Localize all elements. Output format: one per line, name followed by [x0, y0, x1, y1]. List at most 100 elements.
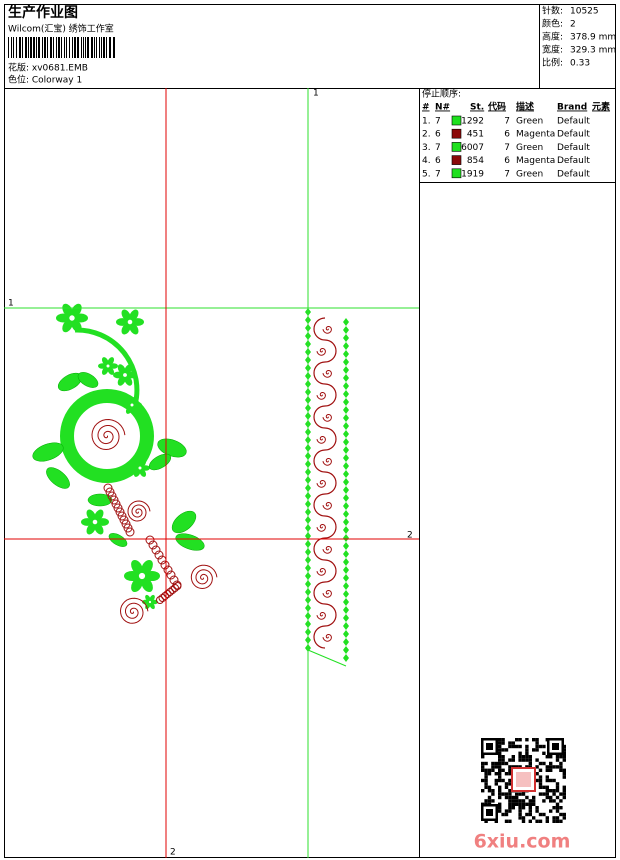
qr-module [555, 758, 560, 762]
qr-module [521, 806, 526, 810]
embroidery-design [32, 303, 349, 667]
bead [343, 550, 349, 558]
qr-module [545, 792, 549, 796]
stat-label: 针数: [542, 5, 563, 17]
barcode-bar [30, 37, 32, 58]
qr-module [535, 738, 539, 742]
loop [154, 550, 164, 560]
column-header: # [422, 103, 430, 113]
qr-module [535, 778, 539, 783]
needle: 7 [435, 117, 441, 127]
stats: 针数: 10525 颜色: 2 高度: 378.9 mm 宽度: 329.3 mm 比例: 0.3… [542, 5, 616, 69]
barcode-bar [77, 37, 79, 58]
qr-module [542, 785, 546, 789]
qr-module [515, 765, 519, 769]
qr-module [487, 772, 492, 776]
qr-module [515, 802, 519, 806]
qr-module [518, 802, 522, 806]
qr-module [491, 789, 495, 793]
description: Magenta [516, 130, 555, 140]
petal [139, 468, 147, 477]
loop [163, 590, 172, 598]
qr-module [535, 741, 539, 745]
bead [343, 606, 349, 614]
qr-module [521, 799, 526, 803]
qr-module [555, 816, 560, 820]
bead [343, 566, 349, 574]
qr-module [521, 816, 526, 820]
qr-module [559, 768, 563, 772]
sheet-title: 生产作业图 [8, 4, 78, 21]
bead [343, 358, 349, 366]
qr-module [518, 812, 522, 817]
qr-module [559, 812, 563, 817]
barcode-bar [66, 37, 67, 58]
barcode-bar [28, 37, 29, 58]
qr-module [508, 778, 512, 783]
brand: Default [557, 156, 590, 166]
qr-module [515, 799, 519, 803]
qr-module [511, 795, 515, 800]
qr-module [494, 782, 498, 786]
petal [133, 459, 141, 468]
qr-module [498, 789, 502, 793]
qr-module [508, 768, 512, 772]
description: Green [516, 143, 543, 153]
qr-module [498, 785, 502, 789]
qr-module [508, 744, 512, 749]
petal [94, 509, 104, 522]
barcode-bar [22, 37, 23, 58]
qr-module [525, 751, 529, 755]
bead [343, 502, 349, 510]
bead [343, 478, 349, 486]
spiral [322, 458, 332, 466]
qr-module [552, 765, 556, 769]
bead [343, 470, 349, 478]
bead-end [307, 649, 347, 667]
qr-module [532, 816, 536, 820]
design-file: 花版: xv0681.EMB [8, 62, 88, 74]
qr-module [559, 819, 563, 823]
bead [343, 318, 349, 326]
column-header: 元素 [592, 101, 610, 113]
qr-module [504, 748, 509, 752]
qr-module [521, 792, 526, 796]
qr-module [555, 755, 560, 759]
spiral [316, 568, 326, 576]
qr-module [545, 765, 549, 769]
qr-module [498, 792, 502, 796]
spiral [322, 634, 332, 642]
qr-module [498, 751, 502, 755]
qr-module [542, 792, 546, 796]
qr-module [549, 789, 553, 793]
qr-module [504, 792, 509, 796]
bead [343, 518, 349, 526]
barcode-bar [36, 37, 37, 58]
barcode-bar [74, 37, 76, 58]
qr-module [525, 765, 529, 769]
barcode-bar [113, 37, 115, 58]
petal [124, 375, 133, 386]
column-header: St. [470, 103, 484, 113]
qr-module [542, 761, 546, 766]
qr-module [491, 768, 495, 772]
code: 7 [504, 169, 510, 179]
qr-module [535, 809, 539, 813]
qr-module [528, 806, 532, 810]
stitches: 854 [467, 156, 484, 166]
bead [343, 454, 349, 462]
loop [169, 575, 179, 585]
spiral [127, 500, 151, 522]
petal [125, 396, 133, 405]
qr-module [504, 772, 509, 776]
qr-module [535, 744, 539, 749]
qr-module [552, 816, 556, 820]
bead [343, 646, 349, 654]
qr-module [504, 809, 509, 813]
qr-module [555, 765, 560, 769]
qr-module [532, 802, 536, 806]
barcode-bar [61, 37, 62, 58]
qr-module [484, 761, 488, 766]
barcode-bar [96, 37, 97, 58]
barcode-bar [91, 37, 93, 58]
